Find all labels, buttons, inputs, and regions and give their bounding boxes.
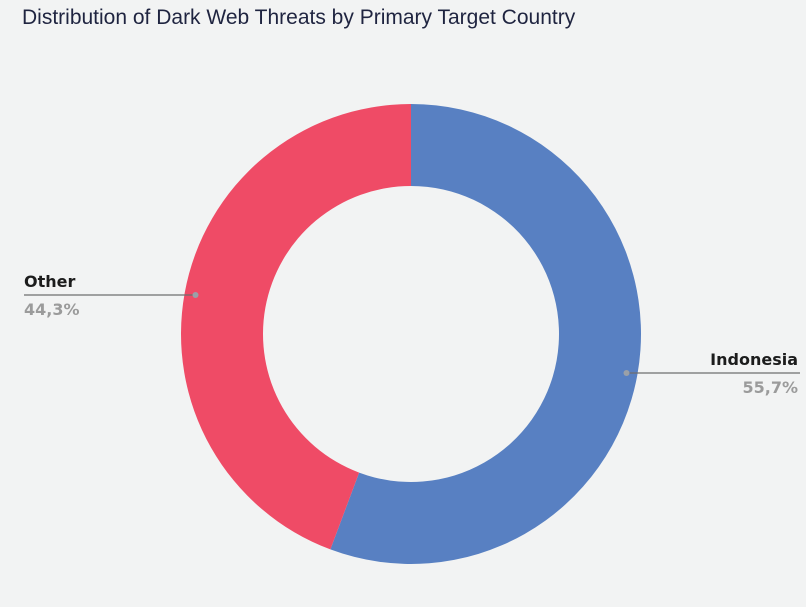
slice-other[interactable] [181, 104, 411, 550]
slice-label: Other [24, 272, 75, 291]
leader-dot [192, 291, 199, 298]
slices-group [181, 104, 641, 564]
slice-value-label: 55,7% [742, 378, 798, 397]
slice-indonesia[interactable] [330, 104, 641, 564]
leader-dot [623, 370, 630, 377]
slice-value-label: 44,3% [24, 300, 80, 319]
labels-group: Indonesia 55,7% Other 44,3% [24, 272, 800, 397]
chart-title: Distribution of Dark Web Threats by Prim… [22, 6, 576, 29]
slice-label: Indonesia [710, 350, 798, 369]
